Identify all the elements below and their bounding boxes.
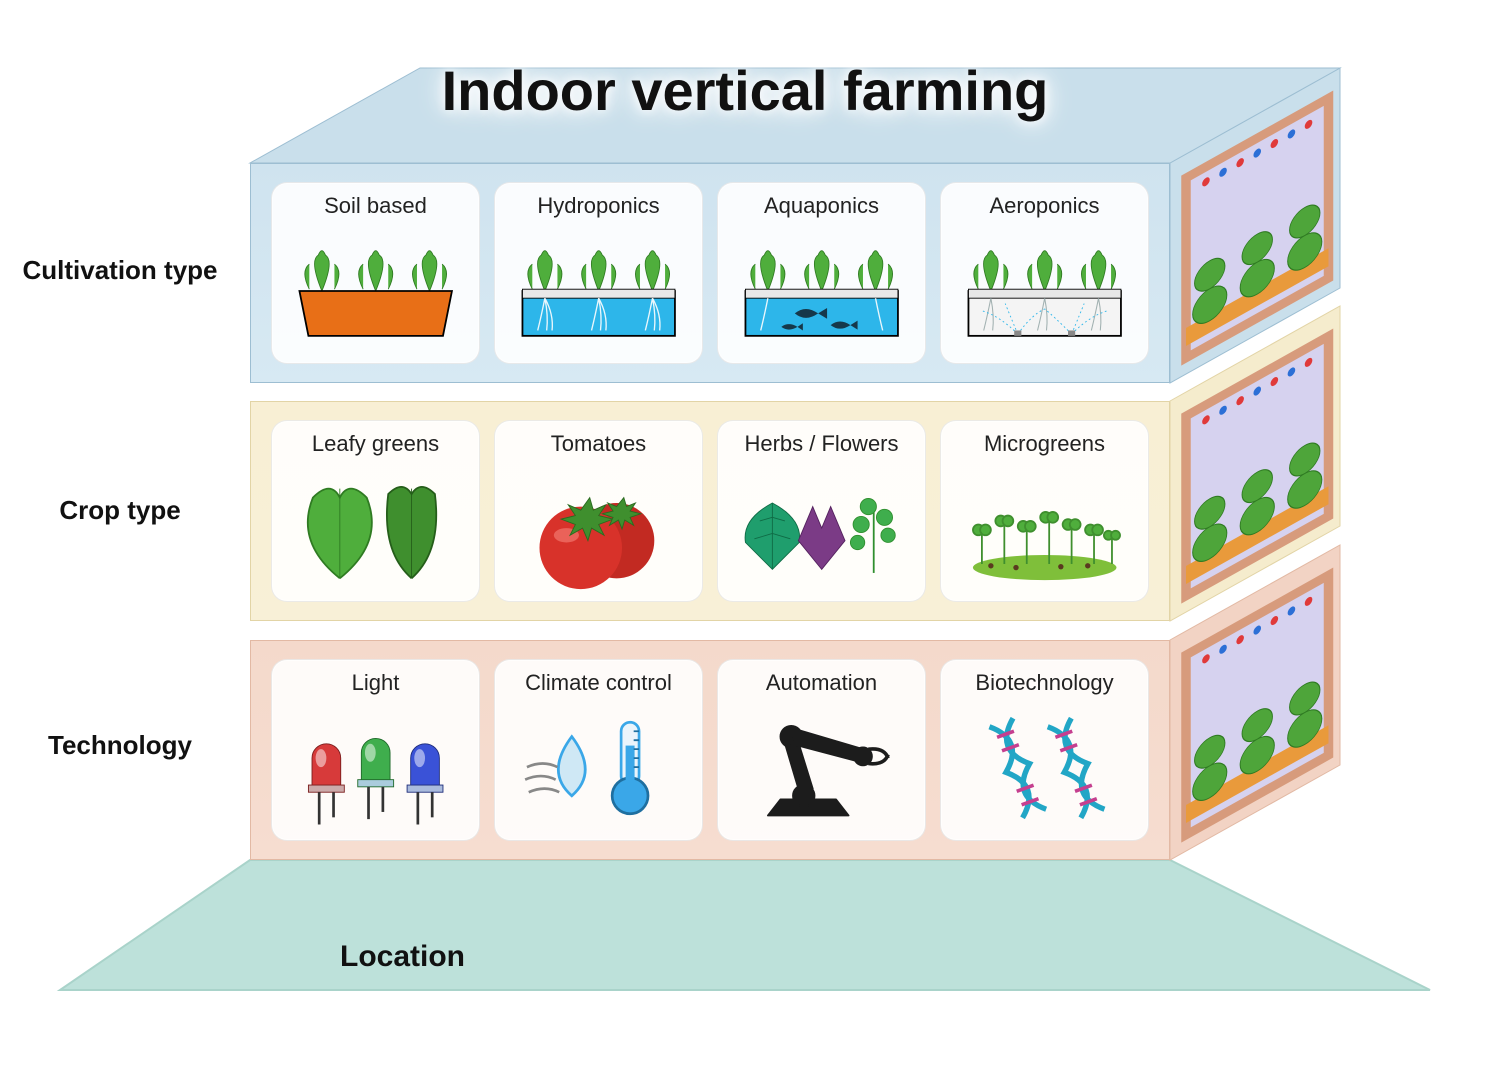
card-label: Leafy greens — [312, 431, 439, 457]
tier-crop: Leafy greens Tomatoes — [250, 401, 1170, 621]
card-label: Tomatoes — [551, 431, 646, 457]
row-label-crop: Crop type — [0, 495, 240, 526]
row-label-location: Location — [340, 940, 465, 974]
card-leafy-greens: Leafy greens — [271, 420, 480, 602]
card-label: Soil based — [324, 193, 427, 219]
card-herbs-flowers: Herbs / Flowers — [717, 420, 926, 602]
card-label: Light — [352, 670, 400, 696]
card-hydroponics: Hydroponics — [494, 182, 703, 364]
leds-icon — [278, 704, 473, 832]
leafy-greens-icon — [278, 465, 473, 593]
card-label: Herbs / Flowers — [744, 431, 898, 457]
card-label: Hydroponics — [537, 193, 659, 219]
card-label: Climate control — [525, 670, 672, 696]
row-label-cultivation: Cultivation type — [0, 255, 240, 286]
card-label: Microgreens — [984, 431, 1105, 457]
tier-technology: Light — [250, 640, 1170, 860]
card-soil-based: Soil based — [271, 182, 480, 364]
card-tomatoes: Tomatoes — [494, 420, 703, 602]
dna-icon — [947, 704, 1142, 832]
card-label: Aeroponics — [989, 193, 1099, 219]
hydroponics-icon — [501, 227, 696, 355]
card-label: Biotechnology — [975, 670, 1113, 696]
herbs-icon — [724, 465, 919, 593]
card-aeroponics: Aeroponics — [940, 182, 1149, 364]
row-label-technology: Technology — [0, 730, 240, 761]
infographic-stage: Indoor vertical farming Cultivation type… — [0, 0, 1500, 1070]
card-climate-control: Climate control — [494, 659, 703, 841]
microgreens-icon — [947, 465, 1142, 593]
tier-cultivation: Soil based — [250, 163, 1170, 383]
card-aquaponics: Aquaponics — [717, 182, 926, 364]
aeroponics-icon — [947, 227, 1142, 355]
main-title: Indoor vertical farming — [310, 58, 1180, 123]
card-label: Automation — [766, 670, 877, 696]
card-label: Aquaponics — [764, 193, 879, 219]
aquaponics-icon — [724, 227, 919, 355]
card-automation: Automation — [717, 659, 926, 841]
soil-icon — [278, 227, 473, 355]
tomatoes-icon — [501, 465, 696, 593]
robot-arm-icon — [724, 704, 919, 832]
card-light: Light — [271, 659, 480, 841]
card-biotechnology: Biotechnology — [940, 659, 1149, 841]
climate-icon — [501, 704, 696, 832]
card-microgreens: Microgreens — [940, 420, 1149, 602]
